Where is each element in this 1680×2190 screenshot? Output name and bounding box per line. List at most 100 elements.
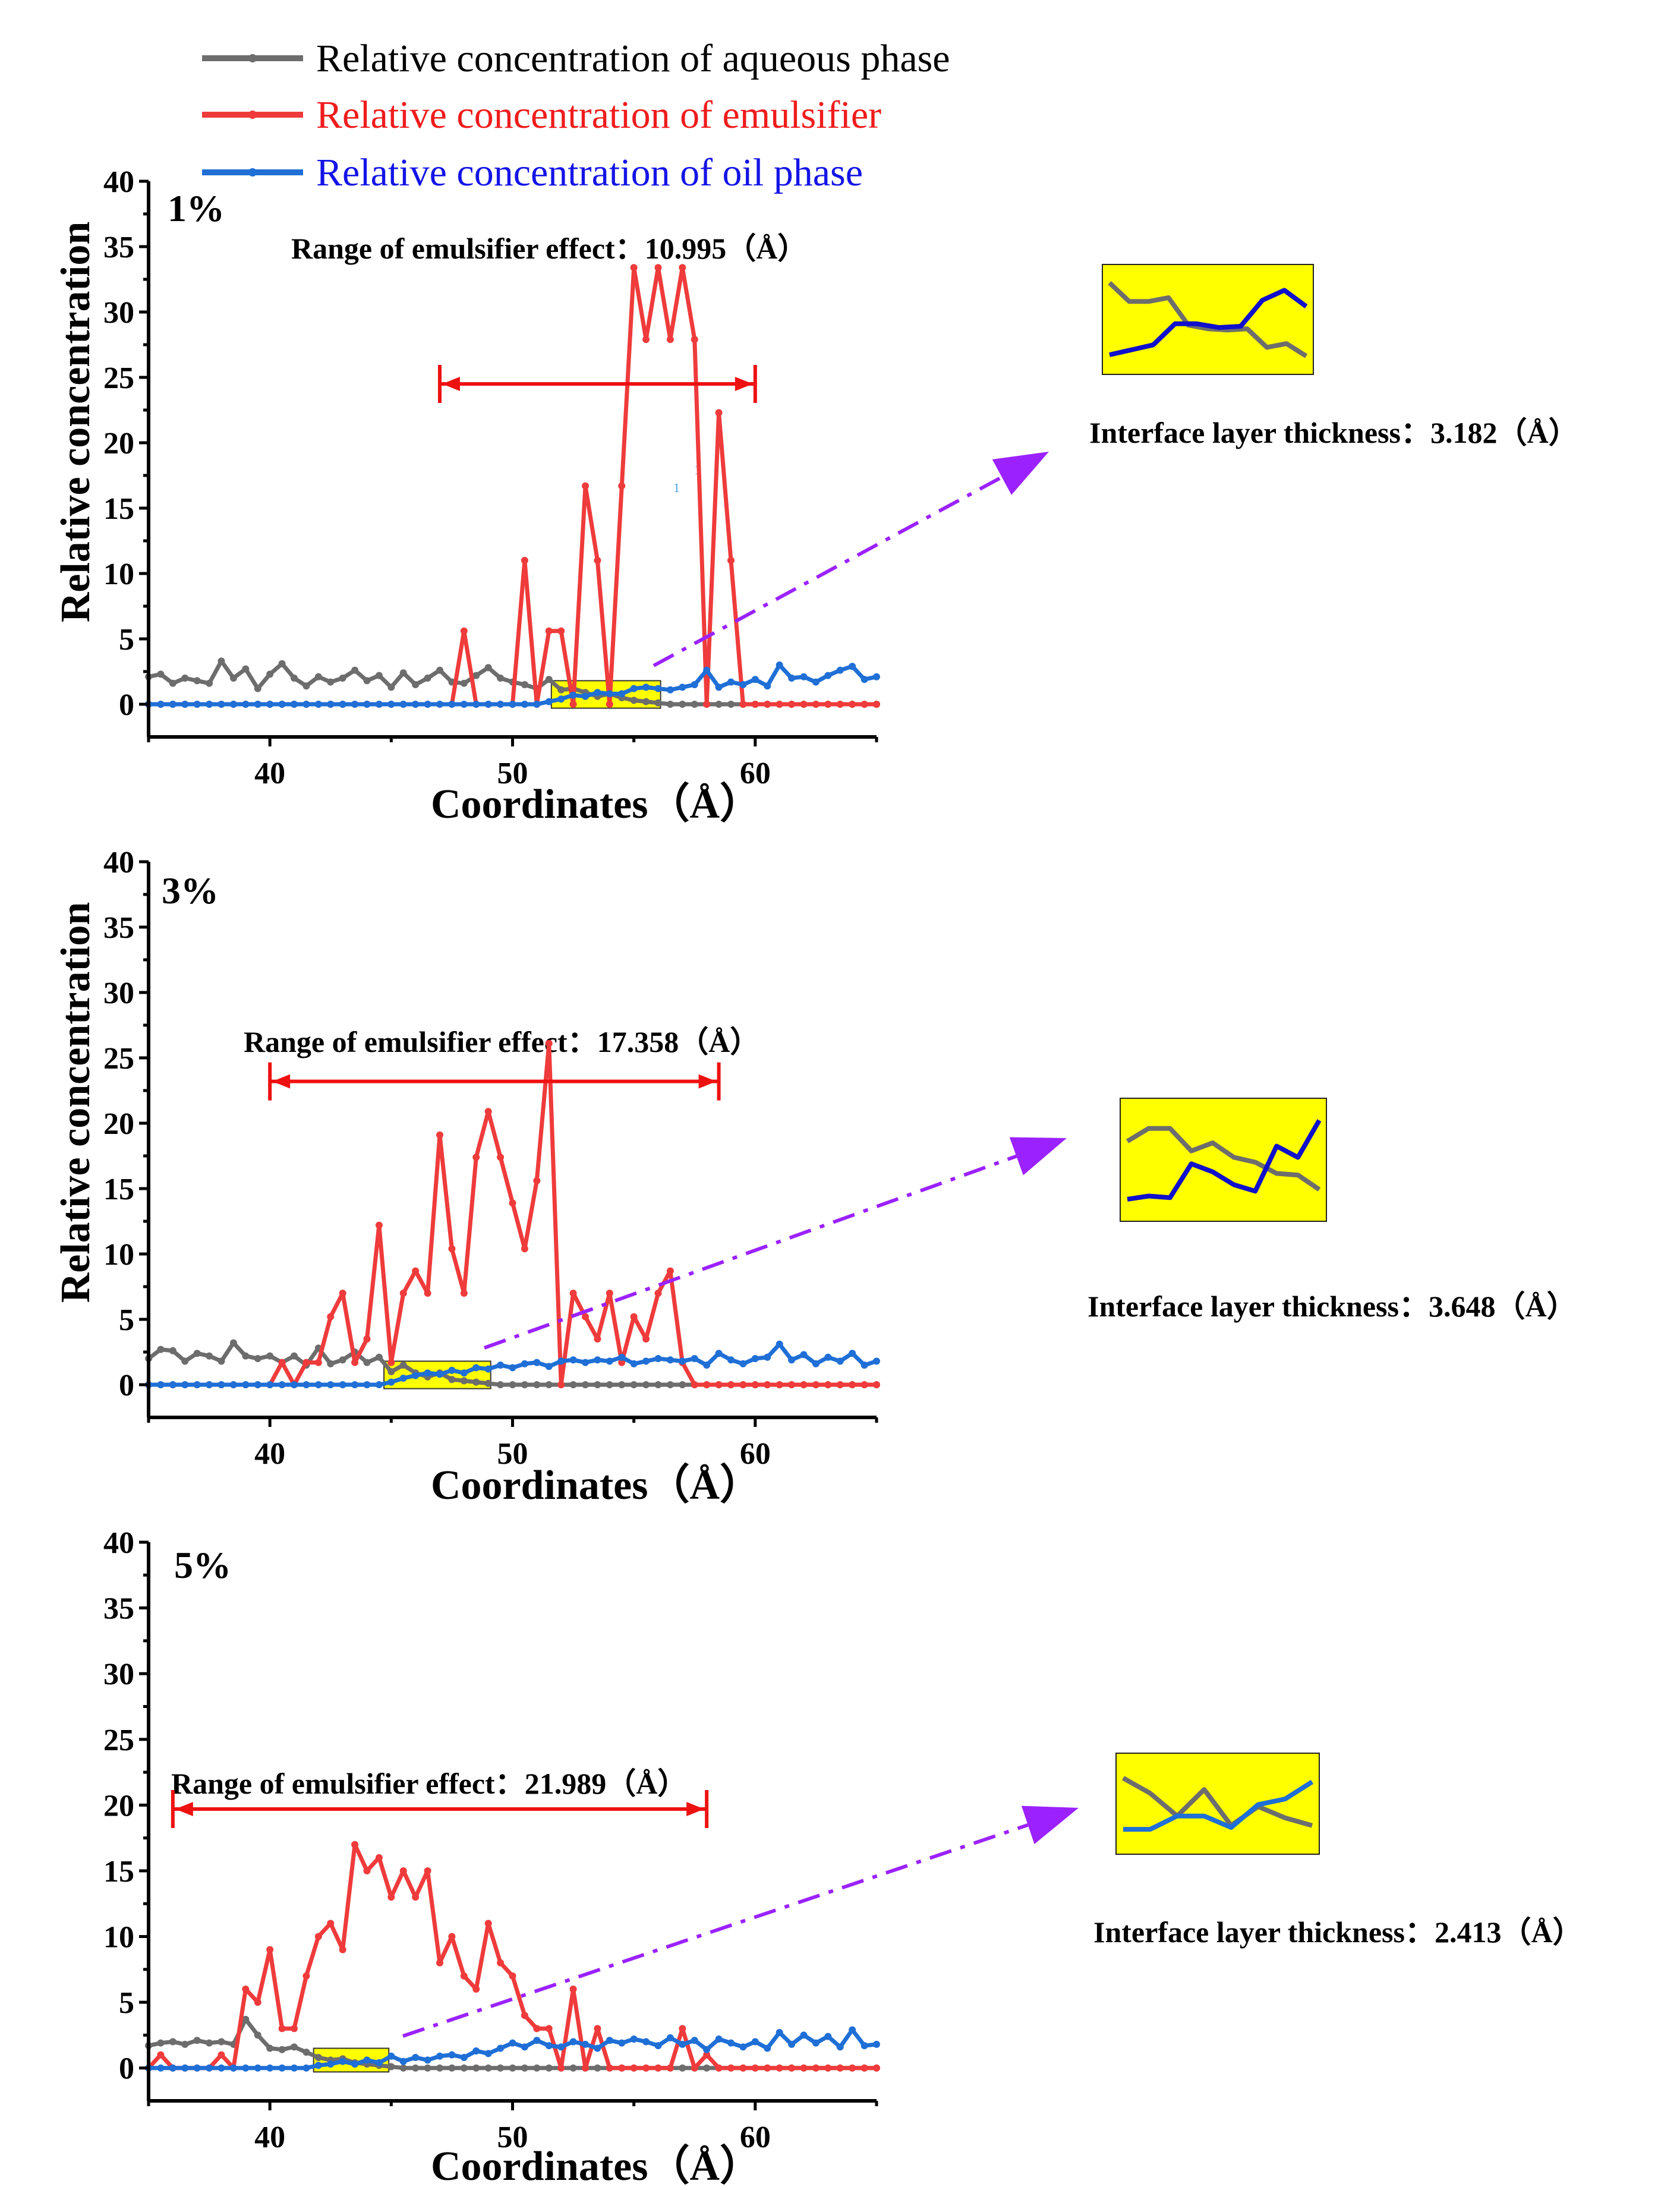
data-point-emulsifier xyxy=(739,701,747,708)
data-point-emulsifier xyxy=(218,2051,225,2059)
data-point-emulsifier xyxy=(800,701,808,708)
series-emulsifier xyxy=(145,264,880,708)
data-point-aqueous xyxy=(363,677,371,685)
data-point-oil xyxy=(739,681,747,688)
data-point-oil xyxy=(569,2038,577,2046)
data-point-oil xyxy=(278,2064,286,2072)
data-point-oil xyxy=(302,701,310,708)
data-point-oil xyxy=(836,1357,844,1365)
data-point-aqueous xyxy=(169,679,176,687)
data-point-oil xyxy=(861,676,868,683)
data-point-oil xyxy=(278,701,286,708)
data-point-oil xyxy=(399,1375,407,1382)
data-point-emulsifier xyxy=(302,1972,310,1980)
data-point-oil xyxy=(424,701,431,708)
data-point-aqueous xyxy=(436,2064,443,2072)
data-point-oil xyxy=(218,701,225,708)
data-point-emulsifier xyxy=(399,1290,407,1297)
data-point-aqueous xyxy=(206,679,213,687)
data-point-oil xyxy=(327,2060,335,2068)
data-point-emulsifier xyxy=(751,1381,759,1388)
data-point-aqueous xyxy=(521,2064,528,2072)
y-tick-label: 15 xyxy=(103,492,134,526)
legend: Relative concentration of aqueous phase … xyxy=(202,37,950,194)
data-point-aqueous xyxy=(363,1359,371,1366)
y-tick-label: 5 xyxy=(119,623,134,657)
data-point-oil xyxy=(788,675,796,682)
data-point-aqueous xyxy=(193,2037,201,2044)
data-point-emulsifier xyxy=(703,2051,711,2059)
inset-background xyxy=(1120,1098,1327,1222)
data-point-aqueous xyxy=(266,670,274,678)
data-point-aqueous xyxy=(278,660,286,667)
data-point-aqueous xyxy=(703,2064,711,2072)
data-point-oil xyxy=(776,2028,783,2036)
y-tick-label: 40 xyxy=(103,1526,134,1560)
data-point-oil xyxy=(788,2040,796,2048)
data-point-emulsifier xyxy=(569,1290,577,1297)
data-point-oil xyxy=(448,1366,456,1374)
data-point-oil xyxy=(448,701,456,708)
data-point-oil xyxy=(254,1381,261,1388)
data-point-oil xyxy=(314,1381,322,1388)
data-point-oil xyxy=(484,701,492,708)
data-point-emulsifier xyxy=(497,1959,505,1967)
data-point-oil xyxy=(339,2057,346,2065)
data-point-aqueous xyxy=(254,2031,261,2039)
data-point-oil xyxy=(218,2064,225,2072)
data-point-emulsifier xyxy=(812,2064,819,2072)
data-point-emulsifier xyxy=(739,2064,747,2072)
data-point-emulsifier xyxy=(254,1999,261,2006)
data-point-oil xyxy=(836,2043,844,2051)
data-point-emulsifier xyxy=(727,1381,735,1388)
data-point-oil xyxy=(557,2043,565,2051)
zoom-arrow xyxy=(402,1805,1079,2038)
data-point-oil xyxy=(266,701,274,708)
data-point-oil xyxy=(727,2039,735,2047)
data-point-oil xyxy=(339,701,346,708)
data-point-oil xyxy=(545,698,553,705)
data-point-aqueous xyxy=(278,2046,286,2053)
inset-line-oil xyxy=(1109,288,1308,357)
data-point-oil xyxy=(314,2062,322,2069)
data-point-aqueous xyxy=(157,670,165,678)
data-point-oil xyxy=(582,692,589,700)
data-point-oil xyxy=(327,1381,335,1388)
data-point-oil xyxy=(594,2044,601,2052)
data-point-aqueous xyxy=(327,1360,335,1367)
data-point-aqueous xyxy=(679,701,686,708)
data-point-oil xyxy=(751,2038,759,2046)
data-point-emulsifier xyxy=(642,336,650,344)
data-point-oil xyxy=(606,690,613,698)
data-point-oil xyxy=(569,1356,577,1364)
data-point-emulsifier xyxy=(339,1290,346,1297)
y-tick-label: 0 xyxy=(119,1369,134,1403)
range-bar-arrowhead-right xyxy=(698,1074,717,1089)
data-point-aqueous xyxy=(533,1381,541,1388)
data-point-oil xyxy=(157,701,165,708)
data-point-oil xyxy=(630,685,638,692)
legend-marker-emulsifier xyxy=(248,111,257,119)
data-point-oil xyxy=(679,683,686,691)
data-point-oil xyxy=(181,1381,189,1388)
data-point-aqueous xyxy=(291,675,298,682)
panel-label: 3% xyxy=(162,869,219,912)
data-point-oil xyxy=(630,2035,638,2043)
data-point-emulsifier xyxy=(521,1245,528,1253)
stray-mark: 1 xyxy=(673,480,680,495)
data-point-emulsifier xyxy=(751,701,759,708)
data-point-oil xyxy=(642,683,650,691)
data-point-oil xyxy=(727,1356,735,1364)
data-point-oil xyxy=(582,1359,589,1366)
data-point-oil xyxy=(654,685,662,692)
data-point-aqueous xyxy=(679,1381,686,1388)
data-point-oil xyxy=(764,2044,771,2052)
data-point-aqueous xyxy=(399,669,407,677)
data-point-emulsifier xyxy=(751,2064,759,2072)
series-oil xyxy=(145,661,880,708)
inset-line-oil xyxy=(1127,1119,1322,1202)
data-point-emulsifier xyxy=(399,1867,407,1874)
range-bar-arrowhead-right xyxy=(735,377,753,391)
data-point-emulsifier xyxy=(715,409,723,417)
data-point-oil xyxy=(764,682,771,690)
